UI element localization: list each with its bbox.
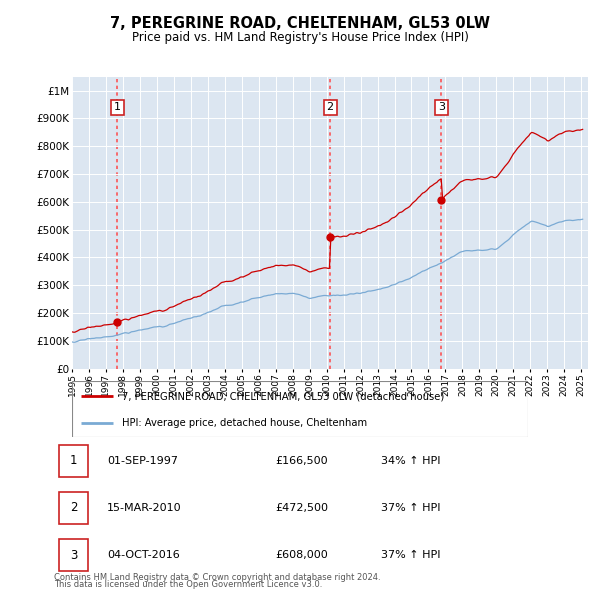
Text: 2: 2 xyxy=(326,102,334,112)
Text: 7, PEREGRINE ROAD, CHELTENHAM, GL53 0LW: 7, PEREGRINE ROAD, CHELTENHAM, GL53 0LW xyxy=(110,16,490,31)
Bar xyxy=(59,445,88,477)
Text: £608,000: £608,000 xyxy=(276,550,329,560)
Text: 37% ↑ HPI: 37% ↑ HPI xyxy=(382,503,441,513)
Bar xyxy=(59,539,88,571)
Text: £472,500: £472,500 xyxy=(276,503,329,513)
Text: 15-MAR-2010: 15-MAR-2010 xyxy=(107,503,181,513)
Text: 01-SEP-1997: 01-SEP-1997 xyxy=(107,456,178,466)
Text: 3: 3 xyxy=(438,102,445,112)
Text: 3: 3 xyxy=(70,549,77,562)
Text: Price paid vs. HM Land Registry's House Price Index (HPI): Price paid vs. HM Land Registry's House … xyxy=(131,31,469,44)
Text: HPI: Average price, detached house, Cheltenham: HPI: Average price, detached house, Chel… xyxy=(122,418,367,428)
Text: 1: 1 xyxy=(70,454,77,467)
Text: 2: 2 xyxy=(70,502,77,514)
Bar xyxy=(59,492,88,524)
Text: £166,500: £166,500 xyxy=(276,456,328,466)
Text: 7, PEREGRINE ROAD, CHELTENHAM, GL53 0LW (detached house): 7, PEREGRINE ROAD, CHELTENHAM, GL53 0LW … xyxy=(122,391,445,401)
Text: Contains HM Land Registry data © Crown copyright and database right 2024.: Contains HM Land Registry data © Crown c… xyxy=(54,573,380,582)
Text: 37% ↑ HPI: 37% ↑ HPI xyxy=(382,550,441,560)
Text: This data is licensed under the Open Government Licence v3.0.: This data is licensed under the Open Gov… xyxy=(54,581,322,589)
Text: 04-OCT-2016: 04-OCT-2016 xyxy=(107,550,179,560)
Text: 1: 1 xyxy=(114,102,121,112)
Text: 34% ↑ HPI: 34% ↑ HPI xyxy=(382,456,441,466)
